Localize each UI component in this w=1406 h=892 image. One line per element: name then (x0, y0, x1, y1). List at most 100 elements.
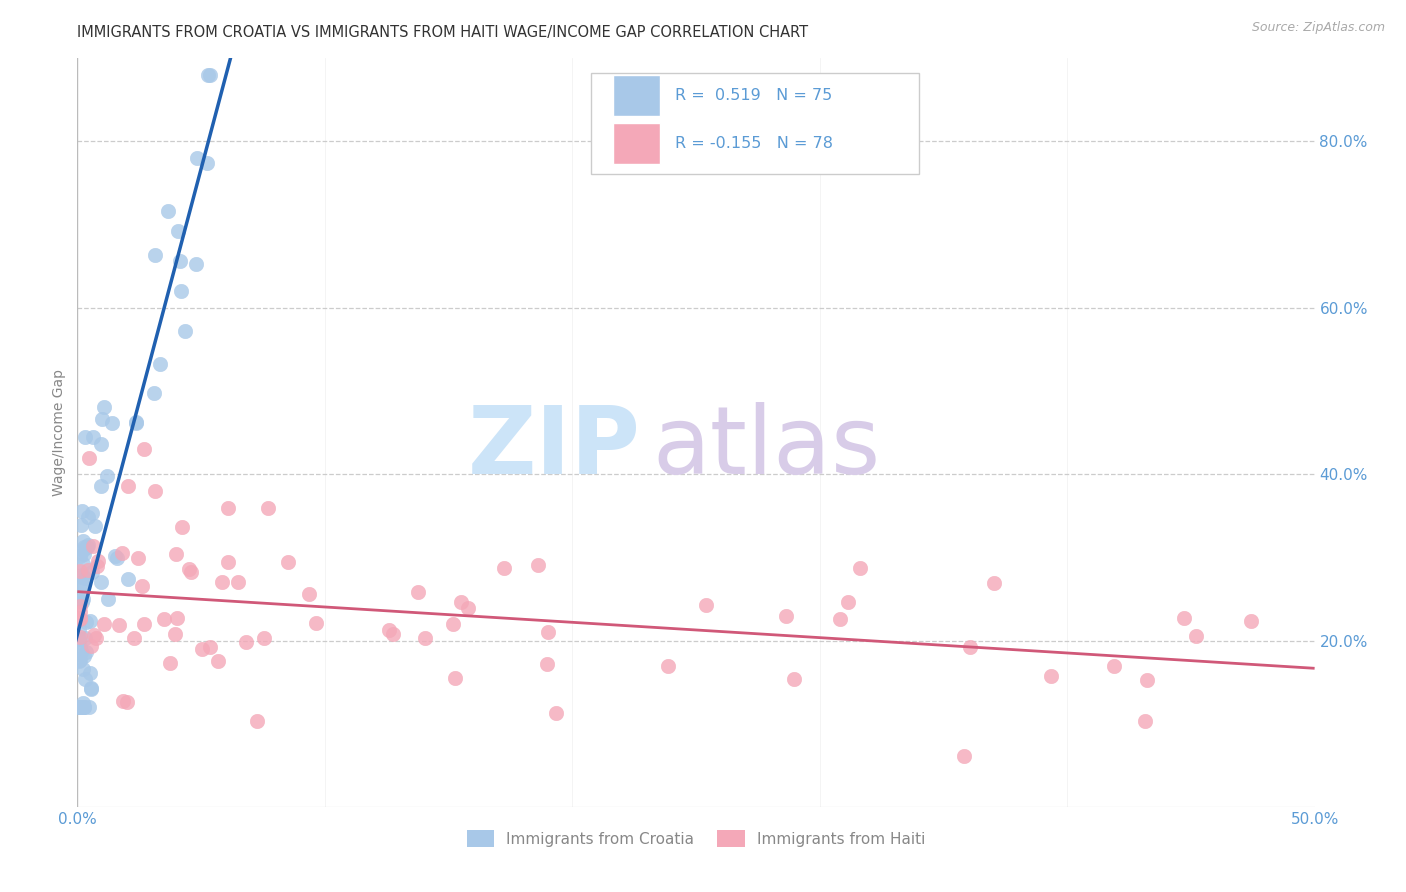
Point (142, 385, 165, 400)
Point (132, 616, 155, 631)
Point (86, 559, 108, 574)
Point (79, 614, 101, 628)
Point (70, 700, 93, 714)
Point (197, 68, 219, 82)
Point (211, 574, 233, 589)
Text: R =  0.519   N = 75: R = 0.519 N = 75 (675, 88, 832, 103)
Point (830, 612, 852, 626)
Text: IMMIGRANTS FROM CROATIA VS IMMIGRANTS FROM HAITI WAGE/INCOME GAP CORRELATION CHA: IMMIGRANTS FROM CROATIA VS IMMIGRANTS FR… (77, 25, 808, 40)
Point (73, 540, 96, 554)
Point (69, 653, 91, 667)
Point (170, 520, 193, 534)
Point (165, 547, 187, 561)
Point (93, 616, 115, 631)
Point (125, 415, 148, 429)
Point (537, 625, 560, 640)
Point (1104, 659, 1126, 673)
Point (695, 598, 717, 612)
Point (80, 681, 103, 696)
Point (1184, 629, 1206, 643)
Point (69, 599, 91, 614)
Point (69, 564, 91, 578)
Point (169, 253, 191, 268)
Point (110, 546, 132, 560)
Point (131, 579, 153, 593)
Point (77, 510, 100, 524)
Point (90, 478, 112, 492)
Point (837, 595, 859, 609)
Point (86, 631, 108, 645)
Point (186, 151, 208, 165)
Point (90, 436, 112, 450)
Text: Source: ZipAtlas.com: Source: ZipAtlas.com (1251, 21, 1385, 35)
Point (69, 611, 91, 625)
Point (153, 612, 176, 626)
Point (149, 357, 172, 371)
FancyBboxPatch shape (591, 73, 918, 174)
Point (72, 579, 94, 593)
Point (82, 539, 104, 553)
Point (298, 587, 321, 601)
Legend: Immigrants from Croatia, Immigrants from Haiti: Immigrants from Croatia, Immigrants from… (461, 823, 931, 854)
Point (79, 666, 101, 681)
Point (70, 570, 93, 584)
Point (457, 600, 479, 615)
Point (67, 632, 90, 646)
Point (72, 542, 94, 557)
Point (217, 500, 239, 515)
Point (69, 549, 91, 564)
Point (82, 430, 104, 444)
Point (72, 557, 94, 571)
Point (180, 566, 202, 580)
Point (1173, 610, 1195, 624)
Point (983, 576, 1005, 591)
Point (207, 654, 229, 668)
Point (77, 700, 100, 714)
Point (173, 324, 195, 338)
Point (79, 450, 101, 465)
Point (382, 627, 405, 641)
Point (79, 639, 101, 653)
Point (73, 430, 96, 444)
Point (73, 672, 96, 686)
Point (75, 645, 97, 659)
Point (82, 566, 104, 580)
Point (87, 554, 110, 568)
Point (544, 706, 567, 720)
Point (75, 615, 97, 629)
Point (72, 547, 94, 561)
Point (67, 591, 90, 606)
Point (217, 555, 239, 569)
Point (1133, 714, 1156, 729)
Point (226, 574, 249, 589)
Point (127, 551, 149, 566)
Point (143, 248, 166, 262)
Point (198, 640, 221, 654)
Point (117, 479, 139, 493)
Point (69, 700, 91, 714)
Point (69, 640, 91, 654)
Point (83, 628, 105, 642)
Point (775, 608, 797, 623)
Point (406, 584, 429, 599)
Text: ZIP: ZIP (467, 401, 640, 493)
Point (157, 204, 180, 219)
Point (72, 696, 94, 710)
Point (72, 591, 94, 606)
Point (73, 649, 96, 664)
Point (124, 632, 146, 646)
Point (305, 615, 328, 630)
Point (72, 700, 94, 714)
Point (105, 551, 128, 566)
Point (1040, 669, 1063, 683)
Point (166, 611, 188, 625)
Point (377, 623, 399, 637)
Point (959, 640, 981, 654)
Point (69, 605, 91, 619)
Point (783, 672, 806, 686)
Point (115, 695, 138, 709)
Point (69, 612, 91, 626)
Point (73, 700, 96, 714)
Point (93, 400, 115, 414)
Point (256, 501, 278, 516)
